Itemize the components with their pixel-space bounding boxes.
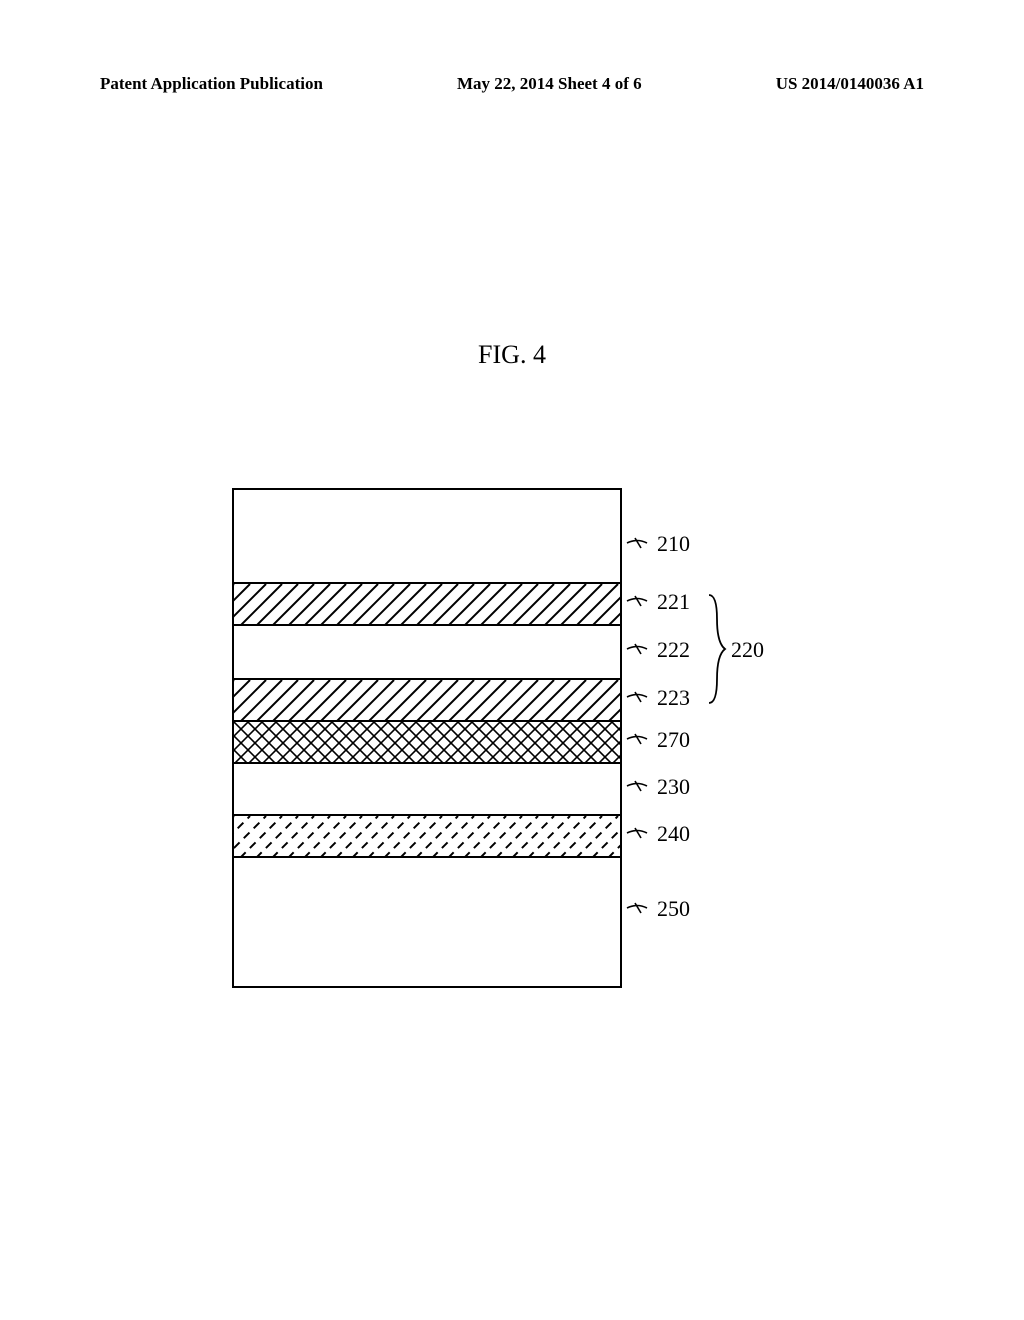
leader-210 <box>627 536 655 550</box>
layer-221 <box>234 582 620 624</box>
page-header: Patent Application Publication May 22, 2… <box>0 74 1024 94</box>
layer-223 <box>234 678 620 720</box>
header-patent-number: US 2014/0140036 A1 <box>776 74 924 94</box>
label-221: 221 <box>657 589 690 615</box>
layer-230 <box>234 762 620 814</box>
leader-223 <box>627 690 655 704</box>
layer-270 <box>234 720 620 762</box>
leader-250 <box>627 901 655 915</box>
label-270: 270 <box>657 727 690 753</box>
layer-210 <box>234 490 620 582</box>
header-date-sheet: May 22, 2014 Sheet 4 of 6 <box>457 74 642 94</box>
layer-250 <box>234 856 620 988</box>
leader-221 <box>627 594 655 608</box>
layer-240 <box>234 814 620 856</box>
brace-220 <box>705 595 729 708</box>
layer-diagram: 210 221 222 223 270 230 240 250 220 <box>232 488 792 988</box>
label-222: 222 <box>657 637 690 663</box>
layer-labels: 210 221 222 223 270 230 240 250 220 <box>627 488 787 988</box>
label-220: 220 <box>731 637 764 663</box>
layer-stack <box>232 488 622 988</box>
figure-title: FIG. 4 <box>0 340 1024 370</box>
leader-222 <box>627 642 655 656</box>
header-publication: Patent Application Publication <box>100 74 323 94</box>
leader-230 <box>627 779 655 793</box>
label-230: 230 <box>657 774 690 800</box>
leader-240 <box>627 826 655 840</box>
leader-270 <box>627 732 655 746</box>
label-223: 223 <box>657 685 690 711</box>
label-250: 250 <box>657 896 690 922</box>
layer-222 <box>234 624 620 678</box>
label-240: 240 <box>657 821 690 847</box>
label-210: 210 <box>657 531 690 557</box>
